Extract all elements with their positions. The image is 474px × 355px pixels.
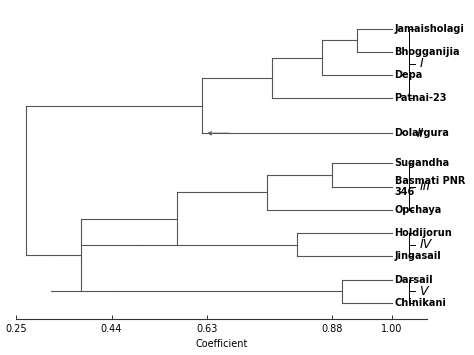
Text: Sugandha: Sugandha (395, 158, 450, 169)
Text: V: V (419, 285, 428, 297)
Text: Jingasail: Jingasail (395, 251, 441, 261)
Text: Basmati PNR
346: Basmati PNR 346 (395, 176, 465, 197)
Text: Darsail: Darsail (395, 274, 433, 285)
Text: Jamaisholagi: Jamaisholagi (395, 24, 465, 34)
Text: IV: IV (419, 238, 431, 251)
Text: II: II (416, 127, 424, 140)
X-axis label: Coefficient: Coefficient (196, 339, 248, 349)
Text: I: I (419, 57, 423, 70)
Text: Depa: Depa (395, 70, 423, 80)
Text: Dolargura: Dolargura (395, 128, 449, 138)
Text: III: III (419, 180, 430, 193)
Text: Opchaya: Opchaya (395, 205, 442, 215)
Text: Holdijorun: Holdijorun (395, 228, 452, 238)
Text: Patnai-23: Patnai-23 (395, 93, 447, 103)
Text: Bhogganijia: Bhogganijia (395, 47, 460, 57)
Text: Chinikani: Chinikani (395, 298, 447, 308)
